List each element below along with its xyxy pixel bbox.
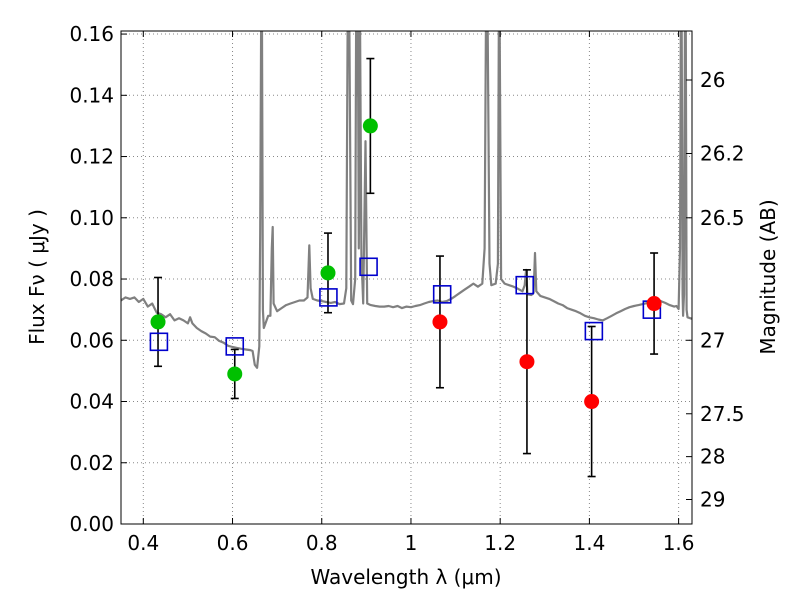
data-points-layer [149, 57, 662, 478]
model-photometry-square [225, 337, 245, 356]
right-axis-tick-label: 26.2 [700, 141, 745, 165]
y-tick-label: 0.00 [69, 512, 114, 536]
x-tick-label: 0.8 [306, 531, 338, 555]
right-axis-label: Magnitude (AB) [756, 199, 780, 354]
data-point-green [320, 265, 336, 281]
data-point-red [584, 394, 600, 410]
model-photometry-square [584, 321, 604, 341]
x-tick-label: 1.6 [663, 531, 695, 555]
data-point-red [519, 354, 535, 370]
x-tick-label: 1.4 [573, 531, 605, 555]
model-photometry-square [432, 285, 452, 304]
model-photometry-square [359, 257, 378, 277]
axis-ticks: 0.4 0.6 0.8 1 1.2 1.4 1.6 0.00 0.02 0.04 0.06 0.08 0… [69, 22, 744, 555]
plot-background [121, 31, 692, 524]
data-point-green [150, 314, 166, 330]
y-tick-label: 0.06 [69, 328, 114, 352]
data-point-red [646, 296, 662, 312]
right-axis-tick-label: 28 [700, 445, 725, 469]
plot-frame [120, 30, 693, 525]
right-axis-tick-label: 26 [700, 68, 725, 92]
y-tick-label: 0.10 [69, 206, 114, 230]
x-tick-label: 0.6 [217, 531, 249, 555]
data-point-red [432, 314, 448, 330]
model-photometry-square [149, 332, 169, 352]
x-axis-label: Wavelength λ (μm) [310, 565, 501, 589]
y-tick-label: 0.08 [69, 267, 114, 291]
right-axis-tick-label: 27.5 [700, 402, 745, 426]
y-tick-label: 0.04 [69, 390, 114, 414]
y-axis-label: Flux Fν ( μJy ) [25, 209, 49, 345]
right-axis-tick-label: 26.5 [700, 206, 745, 230]
y-tick-label: 0.14 [69, 83, 114, 107]
data-point-green [227, 366, 243, 382]
x-tick-label: 0.4 [127, 531, 159, 555]
x-tick-label: 1 [405, 531, 418, 555]
right-axis-tick-label: 27 [700, 328, 725, 352]
y-tick-label: 0.02 [69, 451, 114, 475]
y-tick-label: 0.16 [69, 22, 114, 46]
right-axis-tick-label: 29 [700, 488, 725, 512]
y-tick-label: 0.12 [69, 145, 114, 169]
model-photometry-square [319, 288, 338, 307]
data-point-green [362, 118, 378, 134]
x-tick-label: 1.2 [484, 531, 516, 555]
model-photometry-square [515, 275, 535, 295]
